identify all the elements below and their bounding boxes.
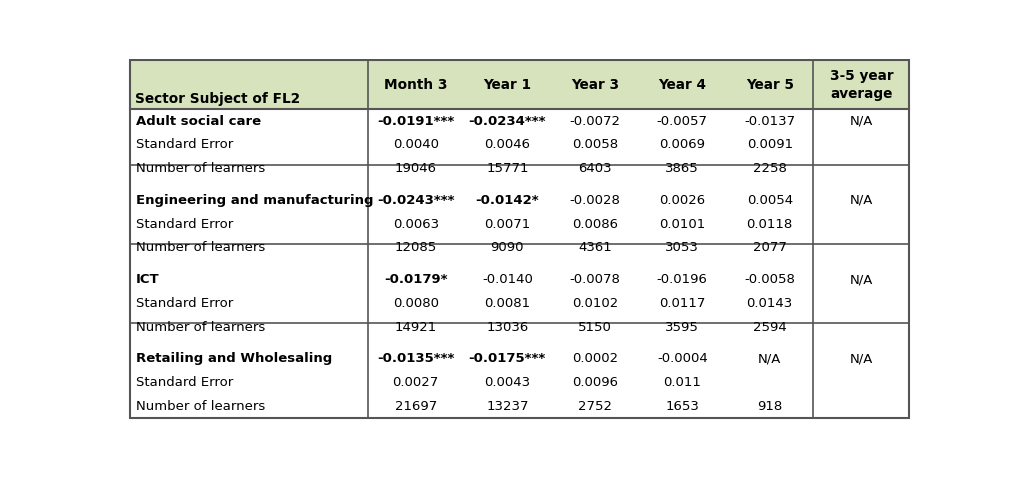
Text: Engineering and manufacturing: Engineering and manufacturing (135, 194, 373, 207)
Text: -0.0078: -0.0078 (569, 273, 620, 286)
Text: 14921: 14921 (394, 321, 437, 333)
Text: 0.0117: 0.0117 (658, 297, 705, 310)
Text: 19046: 19046 (394, 162, 437, 175)
Text: 1653: 1653 (664, 400, 699, 413)
Text: Adult social care: Adult social care (135, 115, 261, 128)
Text: Standard Error: Standard Error (135, 218, 233, 231)
Text: 0.0118: 0.0118 (746, 218, 792, 231)
Text: 918: 918 (756, 400, 782, 413)
Bar (130, 109, 908, 418)
Text: Retailing and Wholesaling: Retailing and Wholesaling (135, 352, 332, 366)
Text: 3053: 3053 (664, 241, 699, 254)
Text: Year 1: Year 1 (483, 78, 531, 92)
Text: 9090: 9090 (490, 241, 524, 254)
Text: Month 3: Month 3 (383, 78, 447, 92)
Text: -0.0196: -0.0196 (656, 273, 707, 286)
Text: -0.0179*: -0.0179* (383, 273, 447, 286)
Text: -0.0175***: -0.0175*** (468, 352, 545, 366)
Text: -0.0140: -0.0140 (481, 273, 532, 286)
Text: 0.0002: 0.0002 (571, 352, 618, 366)
Text: Standard Error: Standard Error (135, 297, 233, 310)
Text: Standard Error: Standard Error (135, 138, 233, 151)
Text: Sector Subject of FL2: Sector Subject of FL2 (135, 92, 300, 106)
Text: 13036: 13036 (485, 321, 528, 333)
Text: 0.0143: 0.0143 (746, 297, 792, 310)
Text: 0.011: 0.011 (662, 376, 701, 389)
Text: 21697: 21697 (394, 400, 437, 413)
Text: 0.0063: 0.0063 (392, 218, 439, 231)
Text: 0.0040: 0.0040 (392, 138, 439, 151)
Text: -0.0057: -0.0057 (656, 115, 707, 128)
Text: 3-5 year
average: 3-5 year average (829, 69, 893, 101)
Text: N/A: N/A (849, 352, 872, 366)
Text: 0.0080: 0.0080 (392, 297, 439, 310)
Text: 0.0026: 0.0026 (658, 194, 705, 207)
Text: Year 3: Year 3 (570, 78, 619, 92)
Text: N/A: N/A (849, 273, 872, 286)
Bar (130, 61, 908, 109)
Text: ICT: ICT (135, 273, 160, 286)
Text: 0.0096: 0.0096 (571, 376, 617, 389)
Text: 0.0086: 0.0086 (571, 218, 617, 231)
Text: 3865: 3865 (664, 162, 699, 175)
Text: 0.0091: 0.0091 (746, 138, 792, 151)
Text: -0.0243***: -0.0243*** (376, 194, 454, 207)
Text: 15771: 15771 (485, 162, 528, 175)
Text: 6403: 6403 (577, 162, 611, 175)
Text: N/A: N/A (849, 194, 872, 207)
Text: 3595: 3595 (664, 321, 699, 333)
Text: Year 5: Year 5 (745, 78, 793, 92)
Text: 0.0058: 0.0058 (571, 138, 618, 151)
Text: 0.0069: 0.0069 (658, 138, 705, 151)
Text: 0.0046: 0.0046 (484, 138, 530, 151)
Text: -0.0072: -0.0072 (569, 115, 620, 128)
Text: 13237: 13237 (485, 400, 528, 413)
Text: -0.0142*: -0.0142* (475, 194, 539, 207)
Text: Year 4: Year 4 (657, 78, 706, 92)
Text: 0.0071: 0.0071 (483, 218, 530, 231)
Text: 0.0043: 0.0043 (484, 376, 530, 389)
Text: N/A: N/A (757, 352, 780, 366)
Text: 0.0054: 0.0054 (746, 194, 792, 207)
Text: -0.0028: -0.0028 (569, 194, 620, 207)
Text: N/A: N/A (849, 115, 872, 128)
Text: Number of learners: Number of learners (135, 162, 265, 175)
Text: -0.0004: -0.0004 (656, 352, 707, 366)
Text: 2594: 2594 (752, 321, 786, 333)
Text: Number of learners: Number of learners (135, 400, 265, 413)
Text: -0.0191***: -0.0191*** (377, 115, 454, 128)
Text: 0.0027: 0.0027 (392, 376, 439, 389)
Text: Number of learners: Number of learners (135, 241, 265, 254)
Text: -0.0058: -0.0058 (743, 273, 795, 286)
Text: 12085: 12085 (394, 241, 437, 254)
Text: 2752: 2752 (577, 400, 612, 413)
Text: -0.0135***: -0.0135*** (377, 352, 454, 366)
Text: 4361: 4361 (577, 241, 611, 254)
Text: 2258: 2258 (752, 162, 786, 175)
Text: Number of learners: Number of learners (135, 321, 265, 333)
Text: Standard Error: Standard Error (135, 376, 233, 389)
Text: 0.0081: 0.0081 (484, 297, 530, 310)
Text: 5150: 5150 (577, 321, 611, 333)
Text: -0.0234***: -0.0234*** (468, 115, 546, 128)
Text: 0.0102: 0.0102 (571, 297, 618, 310)
Text: 0.0101: 0.0101 (658, 218, 705, 231)
Text: -0.0137: -0.0137 (743, 115, 795, 128)
Text: 2077: 2077 (752, 241, 786, 254)
